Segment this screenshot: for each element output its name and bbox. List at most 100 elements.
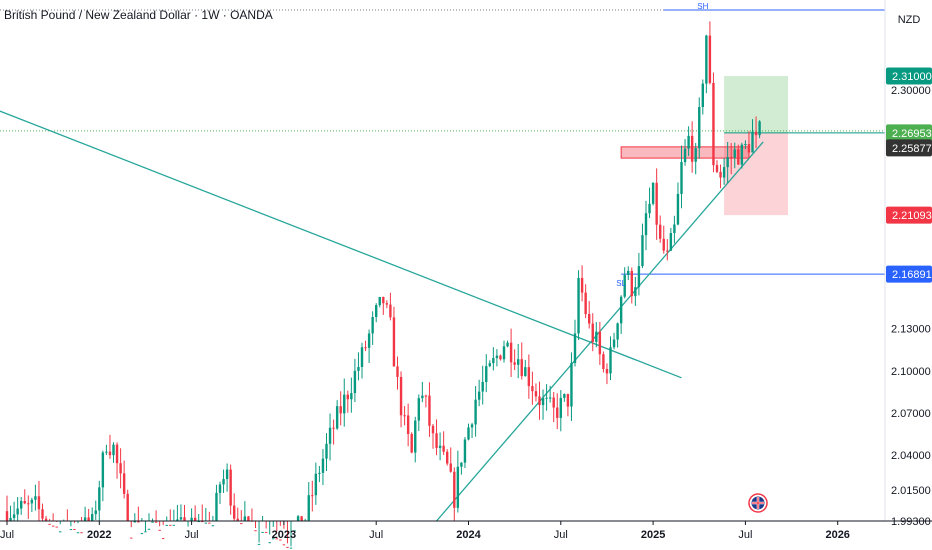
- candle-body: [392, 317, 396, 367]
- candle-body: [236, 518, 239, 521]
- candle-body: [609, 347, 612, 374]
- candle-body: [357, 366, 360, 371]
- candle: [190, 508, 193, 521]
- candle: [375, 303, 378, 323]
- candle: [694, 142, 697, 175]
- candle-body: [318, 472, 321, 474]
- candle: [357, 352, 360, 381]
- price-axis[interactable]: 2.30000 2.13000 2.10000 2.07000 2.04000 2.015…: [891, 85, 931, 528]
- candle: [446, 449, 449, 466]
- candle-body: [275, 538, 278, 540]
- candle: [169, 509, 172, 526]
- x-tick-label: Jul: [738, 529, 752, 541]
- candle: [552, 392, 555, 423]
- candle: [37, 480, 41, 521]
- candle: [495, 349, 499, 367]
- candle-body: [321, 458, 325, 473]
- candle-body: [538, 396, 541, 406]
- candle-body: [456, 466, 460, 508]
- candle: [733, 142, 736, 169]
- candle: [367, 329, 371, 364]
- candle: [240, 510, 243, 525]
- candle-body: [737, 149, 740, 165]
- candle: [556, 393, 559, 430]
- candle: [346, 390, 349, 413]
- candle-body: [488, 363, 491, 367]
- candle-body: [442, 445, 445, 452]
- candle: [385, 300, 389, 309]
- candle-body: [527, 367, 531, 387]
- candle-body: [683, 148, 687, 163]
- candle-body: [83, 517, 87, 521]
- candle: [272, 521, 275, 540]
- candle: [130, 521, 133, 539]
- candle: [548, 385, 552, 403]
- candle: [158, 521, 161, 531]
- candle-body: [339, 406, 342, 414]
- candle-body: [154, 521, 158, 523]
- candle-body: [591, 323, 594, 342]
- candle-body: [616, 323, 619, 340]
- swing-label: SL: [616, 279, 626, 288]
- candle-body: [634, 287, 637, 297]
- candle-body: [676, 193, 680, 225]
- time-axis[interactable]: Jul 2022 Jul 2023 Jul 2024 Jul 2025 Jul 2026: [0, 521, 850, 541]
- swing-label: SH: [697, 2, 708, 11]
- candle: [126, 489, 129, 521]
- candle: [651, 182, 655, 206]
- candle-body: [758, 121, 761, 136]
- candle: [55, 521, 58, 528]
- candle-body: [659, 224, 662, 239]
- candle: [186, 521, 190, 532]
- symbol-title[interactable]: British Pound / New Zealand Dollar · 1W …: [4, 8, 273, 22]
- candle-body: [403, 415, 406, 417]
- candle: [325, 433, 328, 471]
- candle-body: [467, 427, 470, 440]
- candle: [637, 252, 641, 296]
- candle-body: [55, 526, 58, 528]
- candle-body: [545, 397, 548, 399]
- candle: [747, 131, 751, 158]
- candle-body: [669, 233, 673, 251]
- candle-body: [9, 517, 12, 521]
- candle-body: [80, 532, 83, 534]
- candle: [502, 340, 506, 363]
- x-tick-label: 2023: [272, 529, 296, 541]
- candle: [101, 450, 105, 502]
- candle: [662, 225, 665, 254]
- candle: [449, 447, 452, 473]
- candle-body: [282, 544, 286, 546]
- candle-body: [169, 524, 172, 526]
- candle-body: [435, 433, 438, 448]
- candle: [208, 511, 211, 524]
- candle: [12, 501, 16, 521]
- candle-body: [414, 420, 417, 453]
- candle: [360, 342, 364, 379]
- candle-body: [350, 393, 353, 400]
- candle-body: [637, 266, 641, 288]
- candle: [644, 200, 648, 251]
- flag-icon[interactable]: [748, 493, 768, 513]
- candle: [172, 509, 176, 526]
- candle: [698, 97, 701, 159]
- candle: [442, 431, 445, 455]
- candle: [520, 342, 523, 380]
- candle: [353, 358, 357, 403]
- candle-body: [438, 445, 442, 448]
- candle-body: [751, 131, 754, 153]
- candle-body: [364, 347, 367, 349]
- candle-body: [48, 523, 51, 525]
- candle-body: [34, 496, 37, 500]
- candle-body: [744, 144, 747, 146]
- currency-label[interactable]: NZD: [898, 14, 921, 26]
- candle: [179, 504, 183, 521]
- candle-body: [701, 83, 704, 108]
- candle: [137, 506, 140, 523]
- price-tag-label: 2.21093: [892, 210, 932, 222]
- candle-body: [165, 524, 168, 526]
- candle: [573, 319, 577, 367]
- candle-body: [662, 238, 665, 251]
- price-tag: 2.25877: [886, 139, 932, 157]
- price-tag-label: 2.31000: [892, 71, 932, 83]
